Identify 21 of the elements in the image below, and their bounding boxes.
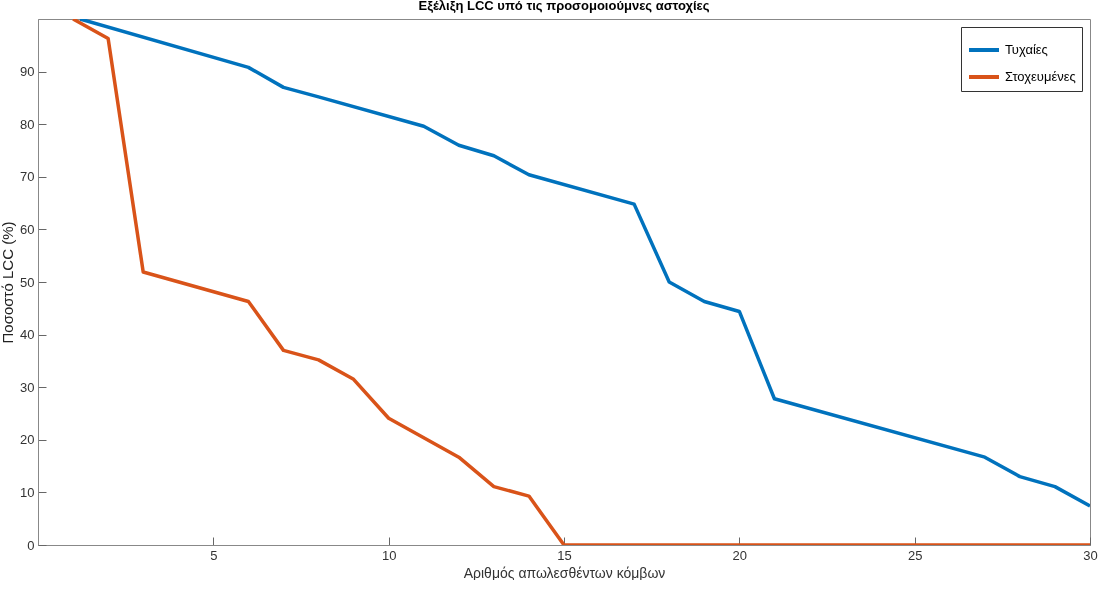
- y-tick-label: 30: [20, 379, 35, 395]
- x-tick-label: 30: [1083, 547, 1098, 563]
- y-tick-label: 40: [20, 327, 35, 343]
- y-tick-label: 0: [27, 537, 35, 553]
- y-tick-label: 20: [20, 432, 35, 448]
- y-tick-label: 50: [20, 274, 35, 290]
- x-tick-label: 25: [907, 547, 923, 563]
- x-tick-label: 20: [732, 547, 748, 563]
- x-tick-label: 5: [210, 547, 218, 563]
- y-tick-label: 10: [20, 484, 35, 500]
- y-tick-label: 70: [20, 169, 35, 185]
- y-tick-label: 90: [20, 64, 35, 80]
- y-tick-label: 60: [20, 221, 35, 237]
- x-tick-label: 15: [557, 547, 572, 563]
- legend-label: Τυχαίες: [1005, 42, 1048, 57]
- legend-label: Στοχευμένες: [1005, 69, 1076, 84]
- chart-title: Εξέλιξη LCC υπό τις προσομοιούμνες αστοχίες: [418, 0, 710, 13]
- x-tick-label: 10: [381, 547, 397, 563]
- y-axis-title: Ποσοστό LCC (%): [0, 221, 17, 344]
- x-axis-title: Αριθμός απωλεσθέντων κόμβων: [463, 564, 666, 581]
- y-tick-label: 80: [20, 116, 35, 132]
